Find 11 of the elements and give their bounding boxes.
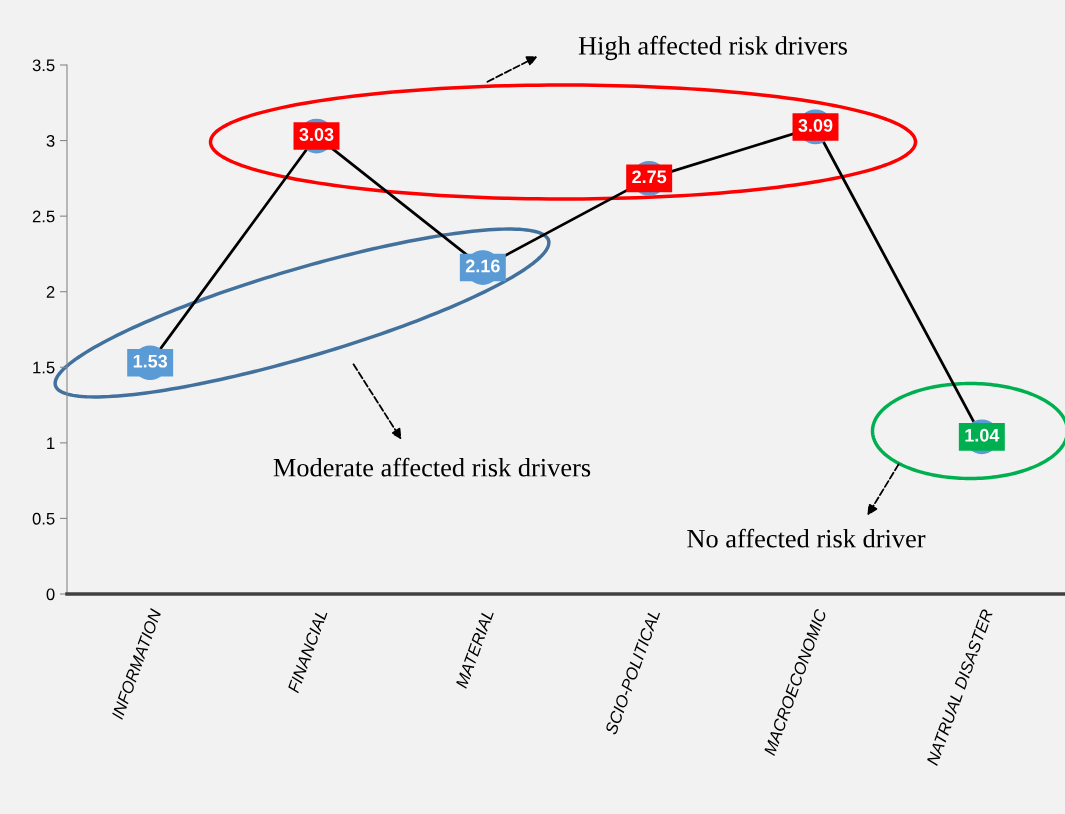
y-tick-label: 2 bbox=[46, 286, 55, 298]
y-tick-label: 3.5 bbox=[32, 59, 55, 72]
y-tick-label: 3 bbox=[46, 134, 55, 147]
annotation: Moderate affected risk drivers bbox=[273, 457, 591, 477]
y-tick-label: 0 bbox=[46, 588, 55, 601]
y-tick-label: 0.5 bbox=[32, 512, 55, 525]
text: High affected risk drivers bbox=[578, 35, 847, 61]
y-tick-label: 1.5 bbox=[33, 361, 55, 374]
y-tick-label: 2.5 bbox=[32, 210, 55, 223]
annotation: No affected risk driver bbox=[687, 528, 926, 548]
y-tick-label: 1 bbox=[47, 437, 55, 449]
